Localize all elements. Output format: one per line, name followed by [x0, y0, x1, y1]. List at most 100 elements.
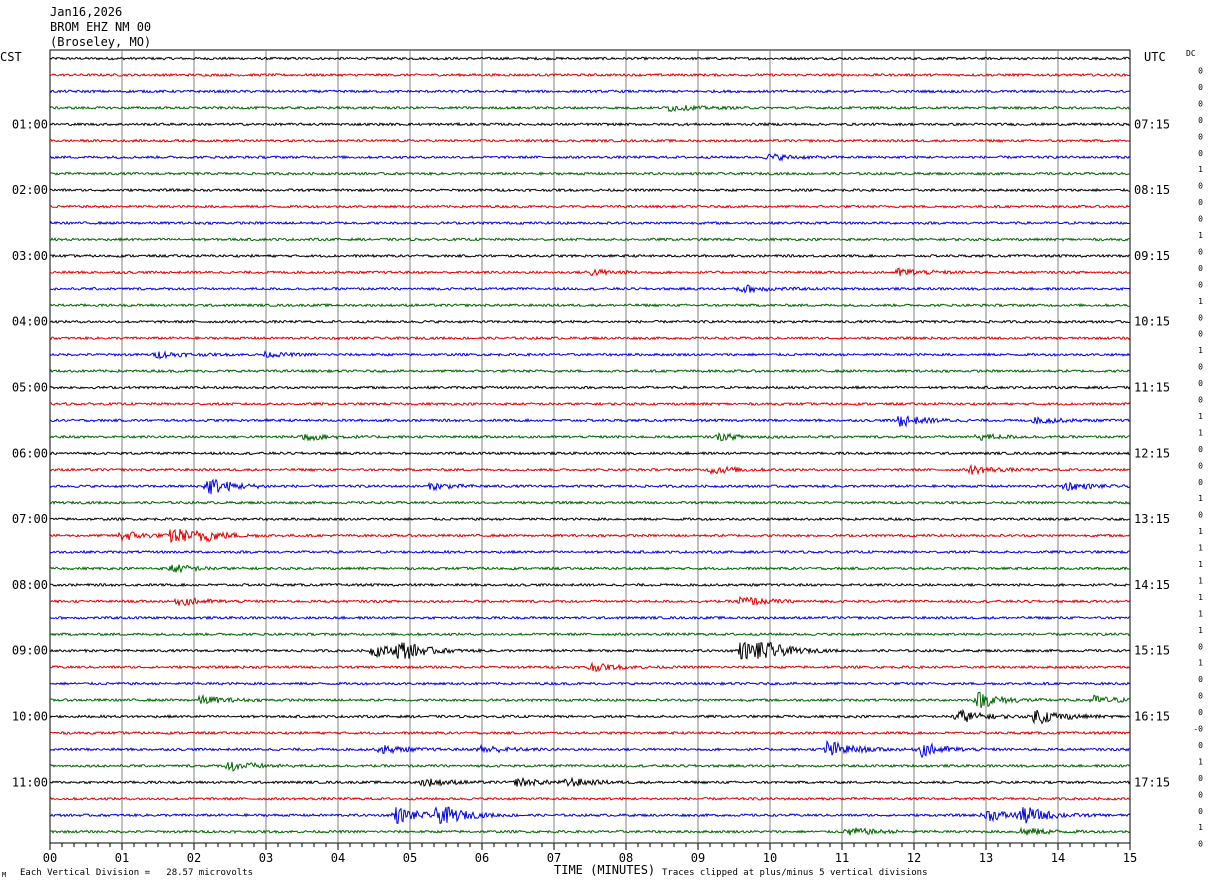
dc-offset-label: 0: [1198, 692, 1203, 701]
dc-offset-label: 0: [1198, 247, 1203, 256]
dc-offset-label: 1: [1198, 231, 1203, 240]
left-hour-label: 04:00: [12, 315, 48, 329]
right-hour-label: 07:15: [1134, 117, 1170, 131]
x-tick-label: 01: [115, 851, 129, 865]
vertical-division-note: Each Vertical Division = 28.57 microvolt…: [20, 868, 253, 878]
dc-offset-label: 1: [1198, 626, 1203, 635]
dc-offset-label: 0: [1198, 215, 1203, 224]
x-tick-label: 13: [979, 851, 993, 865]
trace-line: [50, 253, 1131, 259]
trace-line: [49, 267, 1131, 277]
dc-offset-label: 1: [1198, 576, 1203, 585]
plot-frame: [49, 49, 1131, 844]
plot-date: Jan16,2026: [50, 5, 123, 19]
x-tick-label: 02: [187, 851, 201, 865]
trace-line: [49, 595, 1131, 607]
dc-offset-label: 1: [1198, 412, 1203, 421]
x-tick-label: 08: [619, 851, 633, 865]
trace-line: [49, 319, 1131, 325]
dc-offset-label: 0: [1198, 379, 1203, 388]
trace-line: [49, 463, 1131, 476]
station-location: (Broseley, MO): [50, 35, 152, 49]
left-timezone-label: CST: [0, 50, 22, 64]
left-hour-label: 02:00: [12, 183, 48, 197]
dc-offset-label: 1: [1198, 428, 1203, 437]
trace-line: [49, 564, 1131, 574]
trace-line: [49, 284, 1131, 294]
left-hour-label: 03:00: [12, 249, 48, 263]
trace-line: [49, 615, 1131, 621]
trace-line: [49, 528, 1131, 544]
dc-label: DC: [1186, 49, 1196, 58]
x-tick-label: 04: [331, 851, 345, 865]
dc-offset-label: 0: [1198, 790, 1203, 799]
x-tick-label: 10: [763, 851, 777, 865]
dc-offset-label: 0: [1198, 708, 1203, 717]
right-hour-label: 09:15: [1134, 249, 1170, 263]
left-hour-label: 09:00: [12, 644, 48, 658]
trace-line: [49, 187, 1130, 193]
dc-offset-label: 0: [1198, 132, 1203, 141]
left-hour-label: 07:00: [12, 512, 48, 526]
dc-offset-label: 0: [1198, 445, 1203, 454]
right-hour-label: 12:15: [1134, 446, 1170, 460]
trace-line: [49, 761, 1131, 772]
dc-offset-label: 0: [1198, 675, 1203, 684]
trace-line: [49, 516, 1131, 522]
trace-line: [49, 302, 1131, 308]
left-hour-label: 06:00: [12, 446, 48, 460]
dc-offset-label: 1: [1198, 297, 1203, 306]
dc-offset-label: 0: [1198, 116, 1203, 125]
clip-note: Traces clipped at plus/minus 5 vertical …: [662, 868, 928, 878]
trace-line: [49, 739, 1131, 759]
right-hour-label: 10:15: [1134, 315, 1170, 329]
trace-line: [49, 708, 1131, 725]
x-tick-label: 11: [835, 851, 849, 865]
trace-line: [49, 237, 1131, 242]
left-hour-label: 01:00: [12, 117, 48, 131]
trace-line: [49, 121, 1131, 127]
dc-offset-label: 1: [1198, 527, 1203, 536]
dc-offset-label: 0: [1198, 642, 1203, 651]
trace-line: [49, 415, 1131, 428]
trace-line: [49, 72, 1131, 78]
dc-offset-label: 1: [1198, 659, 1203, 668]
trace-line: [49, 691, 1131, 709]
corner-mark: M: [2, 871, 7, 879]
dc-offset-label: 0: [1198, 478, 1203, 487]
dc-offset-label: 0: [1198, 807, 1203, 816]
trace-line: [49, 88, 1131, 94]
trace-line: [49, 500, 1131, 505]
right-hour-label: 17:15: [1134, 775, 1170, 789]
dc-offset-label: 0: [1198, 511, 1203, 520]
trace-line: [49, 796, 1131, 802]
dc-offset-label: 0: [1198, 774, 1203, 783]
trace-line: [49, 661, 1131, 673]
dc-offset-label: 0: [1198, 149, 1203, 158]
station-code: BROM EHZ NM 00: [50, 20, 152, 34]
dc-offset-label: 0: [1198, 182, 1203, 191]
dc-offset-label: 0: [1198, 330, 1203, 339]
dc-offset-label: 1: [1198, 560, 1203, 569]
dc-offset-label: 0: [1198, 99, 1203, 108]
dc-offset-label: 0: [1198, 264, 1203, 273]
trace-line: [49, 450, 1131, 456]
dc-offset-label: -0: [1193, 725, 1203, 734]
dc-offset-label: 1: [1198, 494, 1203, 503]
trace-line: [49, 730, 1131, 736]
trace-line: [49, 641, 1131, 660]
trace-line: [49, 104, 1131, 113]
dc-offset-label: 1: [1198, 823, 1203, 832]
x-tick-label: 00: [43, 851, 57, 865]
x-tick-label: 15: [1123, 851, 1137, 865]
trace-line: [49, 220, 1131, 226]
dc-offset-label: 0: [1198, 363, 1203, 372]
dc-offset-label: 0: [1198, 741, 1203, 750]
right-hour-label: 14:15: [1134, 578, 1170, 592]
dc-offset-label: 0: [1198, 67, 1203, 76]
trace-line: [49, 806, 1131, 824]
dc-offset-label: 1: [1198, 165, 1203, 174]
trace-line: [49, 776, 1131, 788]
dc-offset-label: 0: [1198, 198, 1203, 207]
